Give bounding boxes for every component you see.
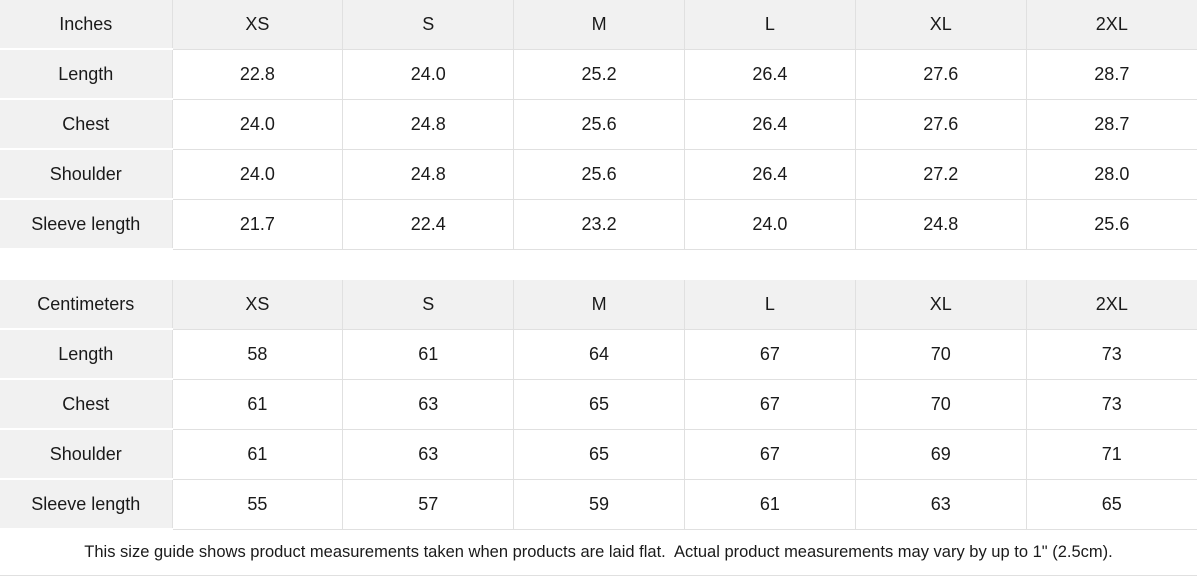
measurement-value: 21.7 bbox=[171, 198, 344, 250]
measurement-value: 25.2 bbox=[513, 48, 685, 100]
measurement-label: Length bbox=[0, 48, 173, 100]
measurement-label: Sleeve length bbox=[0, 198, 173, 250]
measurement-label: Chest bbox=[0, 378, 173, 430]
size-table-centimeters: Centimeters XS S M L XL 2XL Length 58 61 64 67 70 73 C… bbox=[0, 279, 1197, 530]
size-column-header: XS bbox=[171, 0, 344, 50]
measurement-label: Length bbox=[0, 328, 173, 380]
measurement-value: 24.8 bbox=[342, 148, 515, 200]
measurement-value: 70 bbox=[854, 378, 1027, 430]
measurement-label: Shoulder bbox=[0, 148, 173, 200]
measurement-row: Shoulder 61 63 65 67 69 71 bbox=[0, 428, 1197, 480]
measurement-label: Sleeve length bbox=[0, 478, 173, 530]
size-column-header: L bbox=[683, 0, 856, 50]
measurement-value: 28.0 bbox=[1025, 148, 1197, 200]
measurement-value: 59 bbox=[513, 478, 685, 530]
measurement-value: 24.8 bbox=[854, 198, 1027, 250]
unit-label: Centimeters bbox=[0, 279, 173, 330]
measurement-value: 61 bbox=[171, 378, 344, 430]
measurement-row: Chest 61 63 65 67 70 73 bbox=[0, 378, 1197, 430]
size-column-header: XL bbox=[854, 279, 1027, 330]
measurement-value: 24.8 bbox=[342, 98, 515, 150]
size-column-header: 2XL bbox=[1025, 279, 1197, 330]
unit-label: Inches bbox=[0, 0, 173, 50]
measurement-value: 25.6 bbox=[1025, 198, 1197, 250]
measurement-value: 58 bbox=[171, 328, 344, 380]
measurement-value: 26.4 bbox=[683, 98, 856, 150]
measurement-value: 27.6 bbox=[854, 48, 1027, 100]
measurement-row: Chest 24.0 24.8 25.6 26.4 27.6 28.7 bbox=[0, 98, 1197, 150]
measurement-value: 28.7 bbox=[1025, 48, 1197, 100]
measurement-value: 25.6 bbox=[513, 148, 685, 200]
size-column-header: XS bbox=[171, 279, 344, 330]
measurement-value: 63 bbox=[342, 378, 515, 430]
measurement-value: 24.0 bbox=[171, 98, 344, 150]
measurement-value: 70 bbox=[854, 328, 1027, 380]
size-header-row: Centimeters XS S M L XL 2XL bbox=[0, 279, 1197, 330]
measurement-label: Shoulder bbox=[0, 428, 173, 480]
size-column-header: S bbox=[342, 0, 515, 50]
measurement-value: 61 bbox=[171, 428, 344, 480]
measurement-value: 65 bbox=[513, 378, 685, 430]
measurement-row: Sleeve length 21.7 22.4 23.2 24.0 24.8 25.6 bbox=[0, 198, 1197, 250]
size-column-header: XL bbox=[854, 0, 1027, 50]
size-column-header: S bbox=[342, 279, 515, 330]
measurement-value: 67 bbox=[683, 328, 856, 380]
measurement-value: 61 bbox=[342, 328, 515, 380]
measurement-value: 24.0 bbox=[683, 198, 856, 250]
size-column-header: 2XL bbox=[1025, 0, 1197, 50]
measurement-value: 63 bbox=[854, 478, 1027, 530]
measurement-value: 25.6 bbox=[513, 98, 685, 150]
measurement-row: Length 58 61 64 67 70 73 bbox=[0, 328, 1197, 380]
measurement-value: 26.4 bbox=[683, 48, 856, 100]
measurement-value: 61 bbox=[683, 478, 856, 530]
measurement-value: 24.0 bbox=[342, 48, 515, 100]
measurement-value: 27.6 bbox=[854, 98, 1027, 150]
measurement-value: 69 bbox=[854, 428, 1027, 480]
size-column-header: M bbox=[513, 279, 685, 330]
measurement-value: 22.4 bbox=[342, 198, 515, 250]
size-guide-disclaimer: This size guide shows product measuremen… bbox=[0, 530, 1197, 576]
measurement-value: 55 bbox=[171, 478, 344, 530]
measurement-value: 28.7 bbox=[1025, 98, 1197, 150]
measurement-value: 64 bbox=[513, 328, 685, 380]
measurement-value: 63 bbox=[342, 428, 515, 480]
measurement-value: 71 bbox=[1025, 428, 1197, 480]
measurement-value: 67 bbox=[683, 378, 856, 430]
measurement-value: 57 bbox=[342, 478, 515, 530]
measurement-value: 73 bbox=[1025, 328, 1197, 380]
table-spacer bbox=[0, 250, 1197, 280]
measurement-value: 65 bbox=[513, 428, 685, 480]
measurement-value: 27.2 bbox=[854, 148, 1027, 200]
size-column-header: M bbox=[513, 0, 685, 50]
measurement-value: 65 bbox=[1025, 478, 1197, 530]
measurement-value: 26.4 bbox=[683, 148, 856, 200]
measurement-value: 22.8 bbox=[171, 48, 344, 100]
measurement-value: 73 bbox=[1025, 378, 1197, 430]
size-column-header: L bbox=[683, 279, 856, 330]
size-table-inches: Inches XS S M L XL 2XL Length 22.8 24.0 25.2 26.4 27… bbox=[0, 0, 1197, 250]
measurement-value: 24.0 bbox=[171, 148, 344, 200]
measurement-label: Chest bbox=[0, 98, 173, 150]
size-header-row: Inches XS S M L XL 2XL bbox=[0, 0, 1197, 50]
measurement-row: Sleeve length 55 57 59 61 63 65 bbox=[0, 478, 1197, 530]
measurement-value: 23.2 bbox=[513, 198, 685, 250]
measurement-value: 67 bbox=[683, 428, 856, 480]
measurement-row: Shoulder 24.0 24.8 25.6 26.4 27.2 28.0 bbox=[0, 148, 1197, 200]
measurement-row: Length 22.8 24.0 25.2 26.4 27.6 28.7 bbox=[0, 48, 1197, 100]
